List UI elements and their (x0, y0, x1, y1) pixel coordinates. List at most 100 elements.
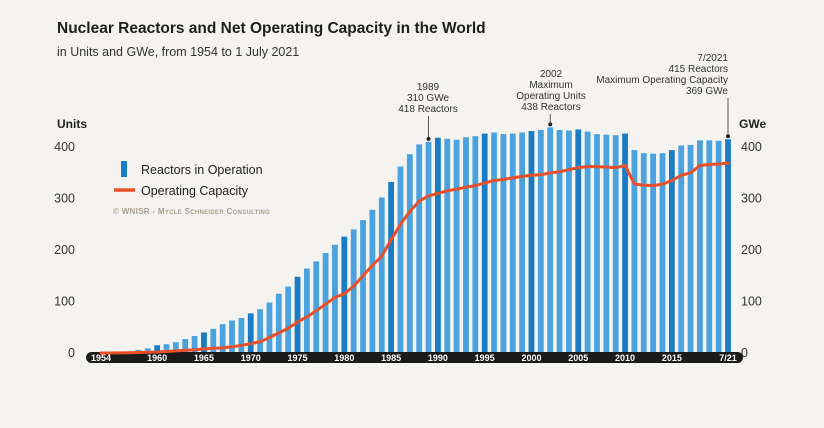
reactor-bar-1990 (434, 137, 441, 353)
reactor-bar-1988 (416, 144, 423, 353)
reactor-bar-1992 (453, 139, 460, 353)
reactor-bar-1998 (509, 133, 516, 353)
reactor-bar-1984 (378, 197, 385, 353)
y-right-tick-label: 200 (741, 243, 762, 257)
y-left-tick-label: 100 (54, 295, 75, 309)
reactor-bar-2013 (650, 153, 657, 353)
reactor-bar-1977 (313, 261, 320, 353)
y-right-axis-label: GWe (739, 117, 766, 131)
annotation-text: 438 Reactors (521, 102, 580, 113)
reactor-bar-1961 (163, 344, 170, 353)
reactor-bar-1962 (172, 342, 179, 353)
reactor-bar-2018 (697, 140, 703, 353)
annotation-text: 1989 (417, 82, 440, 93)
reactor-bar-2003 (556, 130, 563, 353)
reactor-bar-1996 (491, 132, 497, 353)
x-axis-band (86, 352, 743, 363)
y-left-axis-label: Units (57, 117, 87, 131)
reactor-bar-2001 (537, 130, 544, 353)
reactor-bar-2011 (631, 150, 638, 353)
annotation-text: 310 GWe (407, 93, 449, 104)
x-tick-label: 2000 (521, 353, 541, 363)
reactor-bar-7-21 (725, 139, 731, 353)
reactor-bar-1972 (266, 302, 273, 353)
reactor-bar-2004 (566, 130, 572, 353)
reactor-bar-2006 (584, 131, 591, 353)
reactor-bar-1973 (275, 293, 282, 353)
y-right-tick-label: 300 (741, 192, 762, 206)
reactor-bar-2010 (622, 133, 628, 353)
reactor-bar-1987 (406, 154, 413, 353)
reactor-bar-1995 (481, 133, 488, 353)
y-left-tick-label: 300 (54, 192, 75, 206)
reactor-bar-1982 (360, 220, 366, 353)
x-tick-label: 1985 (381, 353, 401, 363)
x-tick-label: 1995 (475, 353, 495, 363)
reactor-bar-2016 (678, 145, 685, 353)
x-tick-label: 1954 (91, 353, 111, 363)
chart-subtitle: in Units and GWe, from 1954 to 1 July 20… (57, 45, 300, 59)
x-tick-label: 1970 (241, 353, 261, 363)
reactor-bar-2020 (715, 140, 722, 353)
reactor-bar-1971 (257, 309, 263, 353)
reactor-bar-2017 (687, 144, 694, 353)
legend-label-capacity: Operating Capacity (141, 184, 249, 198)
reactor-bar-2008 (603, 134, 610, 353)
y-left-tick-label: 400 (54, 140, 75, 154)
reactor-bar-1997 (500, 134, 507, 353)
x-tick-label: 2015 (662, 353, 682, 363)
annotation-text: 369 GWe (686, 86, 728, 97)
x-tick-label: 1965 (194, 353, 214, 363)
reactor-bar-2019 (706, 140, 713, 353)
reactor-bar-2014 (659, 153, 666, 353)
x-tick-label: 1960 (147, 353, 167, 363)
annotation-text: 418 Reactors (398, 104, 457, 115)
x-tick-label: 7/21 (719, 353, 737, 363)
reactor-bar-1959 (144, 348, 151, 353)
reactor-bar-2012 (640, 153, 647, 353)
reactor-bar-1960 (154, 345, 161, 353)
reactor-bar-1989 (425, 141, 432, 353)
reactor-bar-1970 (247, 313, 254, 353)
reactor-bar-2002 (547, 127, 554, 354)
y-right-tick-label: 100 (741, 295, 762, 309)
reactor-bar-1974 (285, 286, 292, 353)
reactor-bar-1994 (472, 136, 479, 353)
legend-bar-swatch (121, 161, 127, 177)
annotation-marker (548, 122, 553, 127)
reactor-bar-2009 (612, 135, 619, 353)
reactor-bar-1967 (219, 324, 226, 353)
reactor-bar-2015 (668, 150, 675, 353)
x-tick-label: 1990 (428, 353, 448, 363)
reactor-bar-1983 (369, 209, 376, 353)
annotation-text: Maximum Operating Capacity (596, 75, 728, 86)
reactor-bar-1993 (463, 137, 469, 353)
annotation-text: Maximum (529, 80, 572, 91)
reactor-bar-1966 (210, 328, 217, 353)
x-tick-label: 1980 (334, 353, 354, 363)
reactor-bar-1999 (519, 132, 526, 353)
reactor-bar-1964 (191, 336, 198, 353)
y-right-tick-label: 0 (741, 346, 748, 360)
reactor-bar-1969 (238, 317, 245, 353)
annotation-text: 2002 (540, 69, 563, 80)
reactor-bar-1985 (388, 182, 395, 353)
legend-label-reactors: Reactors in Operation (141, 163, 263, 177)
reactor-bar-2007 (594, 134, 600, 353)
y-right-tick-label: 400 (741, 140, 762, 154)
y-left-tick-label: 200 (54, 243, 75, 257)
reactor-bar-2005 (575, 129, 582, 353)
x-tick-label: 2010 (615, 353, 635, 363)
reactor-bar-1963 (182, 339, 189, 353)
chart-title: Nuclear Reactors and Net Operating Capac… (57, 20, 486, 37)
reactor-bar-1968 (229, 320, 235, 353)
annotation-marker (726, 134, 730, 139)
annotation-text: 415 Reactors (669, 64, 728, 75)
reactor-bar-2000 (528, 131, 535, 353)
reactor-bar-1986 (397, 166, 404, 353)
